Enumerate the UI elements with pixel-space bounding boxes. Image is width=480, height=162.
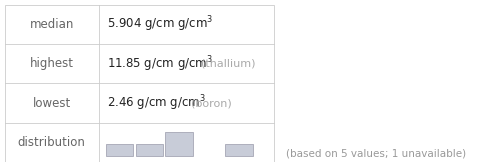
Text: 11.85 g/cm g/cm$^{\mathregular{3}}$: 11.85 g/cm g/cm$^{\mathregular{3}}$ xyxy=(107,54,213,74)
Bar xyxy=(5,5,274,162)
Text: (thallium): (thallium) xyxy=(201,59,255,69)
Bar xyxy=(225,144,252,156)
Text: 5.904 g/cm g/cm$^{\mathregular{3}}$: 5.904 g/cm g/cm$^{\mathregular{3}}$ xyxy=(107,15,213,34)
Bar xyxy=(165,133,192,156)
Bar xyxy=(106,144,133,156)
Text: (boron): (boron) xyxy=(191,98,232,108)
Bar xyxy=(135,144,163,156)
Text: median: median xyxy=(29,18,74,31)
Text: 2.46 g/cm g/cm$^{\mathregular{3}}$: 2.46 g/cm g/cm$^{\mathregular{3}}$ xyxy=(107,93,206,113)
Text: distribution: distribution xyxy=(18,136,85,149)
Text: (based on 5 values; 1 unavailable): (based on 5 values; 1 unavailable) xyxy=(286,149,465,159)
Text: highest: highest xyxy=(30,57,73,70)
Text: lowest: lowest xyxy=(33,97,71,110)
